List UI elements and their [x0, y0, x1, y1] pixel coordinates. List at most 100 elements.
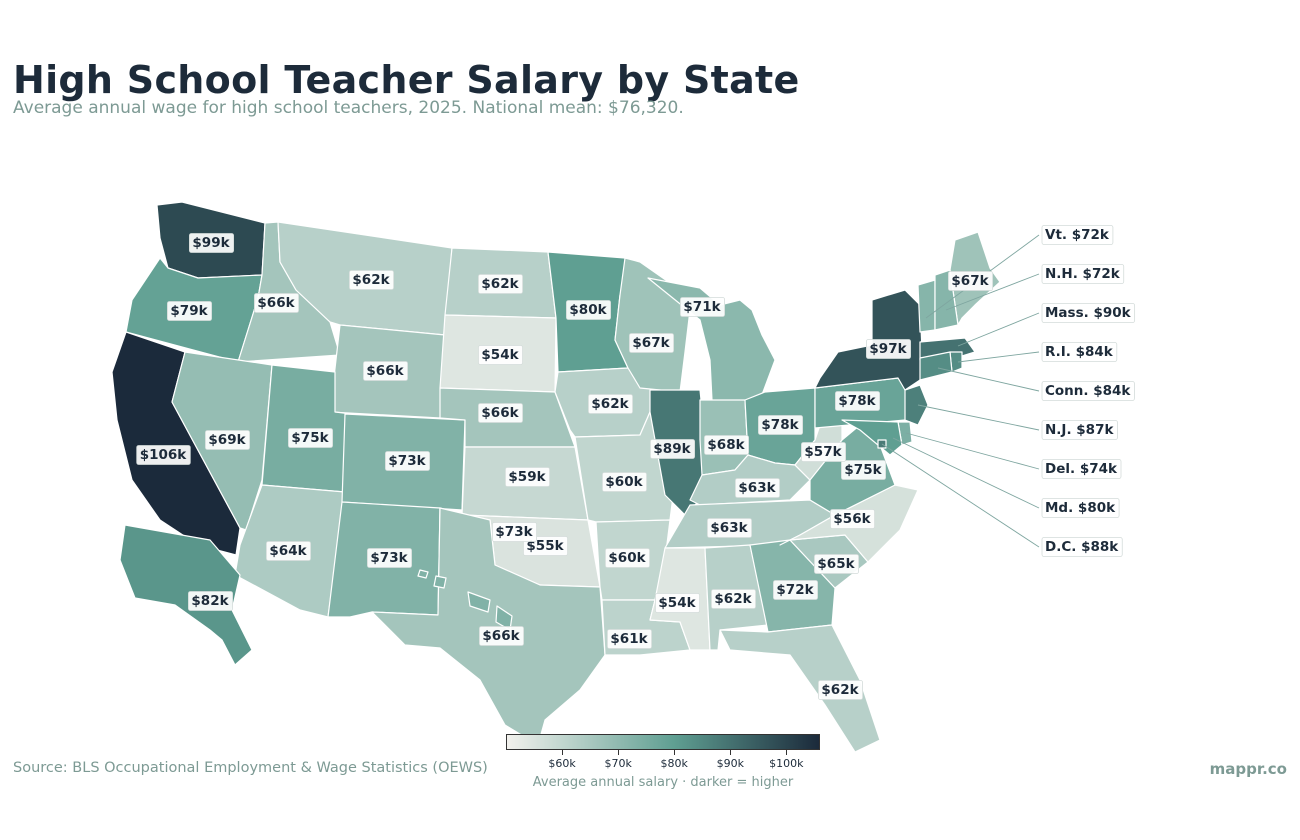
svg-text:$106k: $106k — [140, 447, 188, 463]
leader-line-ma — [957, 312, 1040, 347]
svg-text:$68k: $68k — [707, 437, 745, 453]
svg-text:$73k: $73k — [495, 524, 533, 540]
callout-label-de: Del. $74k — [1041, 459, 1122, 479]
svg-text:N.J. $87k: N.J. $87k — [1045, 422, 1114, 438]
map-title: High School Teacher Salary by State — [13, 58, 800, 102]
callout-label-ma: Mass. $90k — [1041, 303, 1136, 323]
legend-tick-mark — [618, 750, 620, 755]
svg-text:$89k: $89k — [653, 441, 691, 457]
svg-text:$55k: $55k — [526, 538, 564, 554]
leader-line-nh — [945, 273, 1040, 311]
svg-text:$62k: $62k — [714, 591, 752, 607]
svg-text:$61k: $61k — [610, 631, 648, 647]
legend-tick-mark — [562, 750, 564, 755]
svg-text:$66k: $66k — [257, 295, 295, 311]
state-label-ak: $82k — [188, 591, 233, 611]
callout-label-ri: R.I. $84k — [1041, 342, 1118, 362]
leader-line-dc — [881, 443, 1040, 548]
svg-text:$59k: $59k — [508, 469, 546, 485]
state-label-ny: $97k — [866, 339, 911, 359]
state-label-id: $66k — [254, 293, 299, 313]
state-label-ut: $75k — [288, 428, 333, 448]
svg-text:$63k: $63k — [710, 520, 748, 536]
legend-tick-label: $100k — [769, 757, 804, 770]
state-label-mt: $62k — [349, 270, 394, 290]
state-label-sc: $65k — [814, 554, 859, 574]
svg-text:$99k: $99k — [192, 235, 230, 251]
state-label-sd: $54k — [478, 345, 523, 365]
state-label-oh: $78k — [758, 415, 803, 435]
state-label-hi: $73k — [492, 522, 537, 542]
state-label-tn: $63k — [707, 518, 752, 538]
state-label-wi: $67k — [629, 333, 674, 353]
svg-text:$80k: $80k — [569, 302, 607, 318]
state-label-ks: $59k — [505, 467, 550, 487]
svg-text:$66k: $66k — [481, 405, 519, 421]
svg-text:$60k: $60k — [608, 550, 646, 566]
color-legend: $60k $70k $80k $90k $100k Average annual sal… — [506, 734, 820, 794]
legend-tick-label: $90k — [716, 757, 744, 770]
svg-text:$75k: $75k — [291, 430, 329, 446]
svg-text:$66k: $66k — [366, 363, 404, 379]
svg-text:$72k: $72k — [776, 582, 814, 598]
state-label-al: $62k — [711, 589, 756, 609]
state-ct[interactable] — [919, 351, 953, 381]
state-ak[interactable] — [119, 524, 253, 666]
brand-logo[interactable]: mappr.co — [1209, 760, 1287, 778]
state-label-fl: $62k — [818, 680, 863, 700]
legend-tick-mark — [730, 750, 732, 755]
state-shapes — [111, 201, 1001, 753]
state-label-la: $61k — [607, 629, 652, 649]
state-md[interactable] — [841, 419, 903, 456]
state-label-az: $64k — [266, 541, 311, 561]
legend-tick-label: $70k — [604, 757, 632, 770]
legend-tick-mark — [674, 750, 676, 755]
svg-text:$67k: $67k — [632, 335, 670, 351]
callout-label-nj: N.J. $87k — [1041, 420, 1118, 440]
svg-text:R.I. $84k: R.I. $84k — [1045, 344, 1114, 360]
svg-text:Mass. $90k: Mass. $90k — [1045, 305, 1132, 321]
svg-text:$73k: $73k — [388, 453, 426, 469]
svg-text:$57k: $57k — [804, 444, 842, 460]
source-note: Source: BLS Occupational Employment & Wa… — [13, 760, 488, 776]
state-label-co: $73k — [385, 451, 430, 471]
legend-tick-label: $80k — [660, 757, 688, 770]
state-label-mi: $71k — [680, 297, 725, 317]
svg-text:Vt. $72k: Vt. $72k — [1045, 227, 1110, 243]
callout-label-vt: Vt. $72k — [1041, 225, 1114, 245]
svg-text:$65k: $65k — [817, 556, 855, 572]
state-label-tx: $66k — [479, 626, 524, 646]
state-label-me: $67k — [948, 271, 993, 291]
svg-text:$71k: $71k — [683, 299, 721, 315]
svg-text:$63k: $63k — [738, 480, 776, 496]
svg-text:$64k: $64k — [269, 543, 307, 559]
svg-text:D.C. $88k: D.C. $88k — [1045, 539, 1119, 555]
state-vt[interactable] — [917, 279, 936, 333]
callout-label-md: Md. $80k — [1041, 498, 1120, 518]
state-label-ar: $60k — [605, 548, 650, 568]
state-label-ky: $63k — [735, 478, 780, 498]
leader-line-ct — [937, 367, 1040, 392]
svg-text:$78k: $78k — [838, 393, 876, 409]
state-hi[interactable] — [417, 569, 513, 631]
state-label-nv: $69k — [205, 430, 250, 450]
svg-text:$73k: $73k — [370, 550, 408, 566]
state-label-ms: $54k — [655, 593, 700, 613]
state-fl[interactable] — [719, 624, 881, 753]
state-label-mo: $60k — [602, 472, 647, 492]
state-nj[interactable] — [904, 384, 929, 426]
svg-text:Del. $74k: Del. $74k — [1045, 461, 1118, 477]
svg-text:$60k: $60k — [605, 474, 643, 490]
svg-text:$54k: $54k — [658, 595, 696, 611]
svg-text:$62k: $62k — [352, 272, 390, 288]
state-label-ne: $66k — [478, 403, 523, 423]
state-label-wv: $57k — [801, 442, 846, 462]
state-label-nc: $56k — [830, 509, 875, 529]
svg-text:$79k: $79k — [170, 303, 208, 319]
value-labels: $99k $79k $106k $66k $69k $62k $66k $75k $64k $73… — [136, 225, 1136, 700]
state-label-ca: $106k — [136, 445, 191, 465]
svg-text:N.H. $72k: N.H. $72k — [1045, 266, 1121, 282]
state-label-wa: $99k — [189, 233, 234, 253]
svg-text:$69k: $69k — [208, 432, 246, 448]
